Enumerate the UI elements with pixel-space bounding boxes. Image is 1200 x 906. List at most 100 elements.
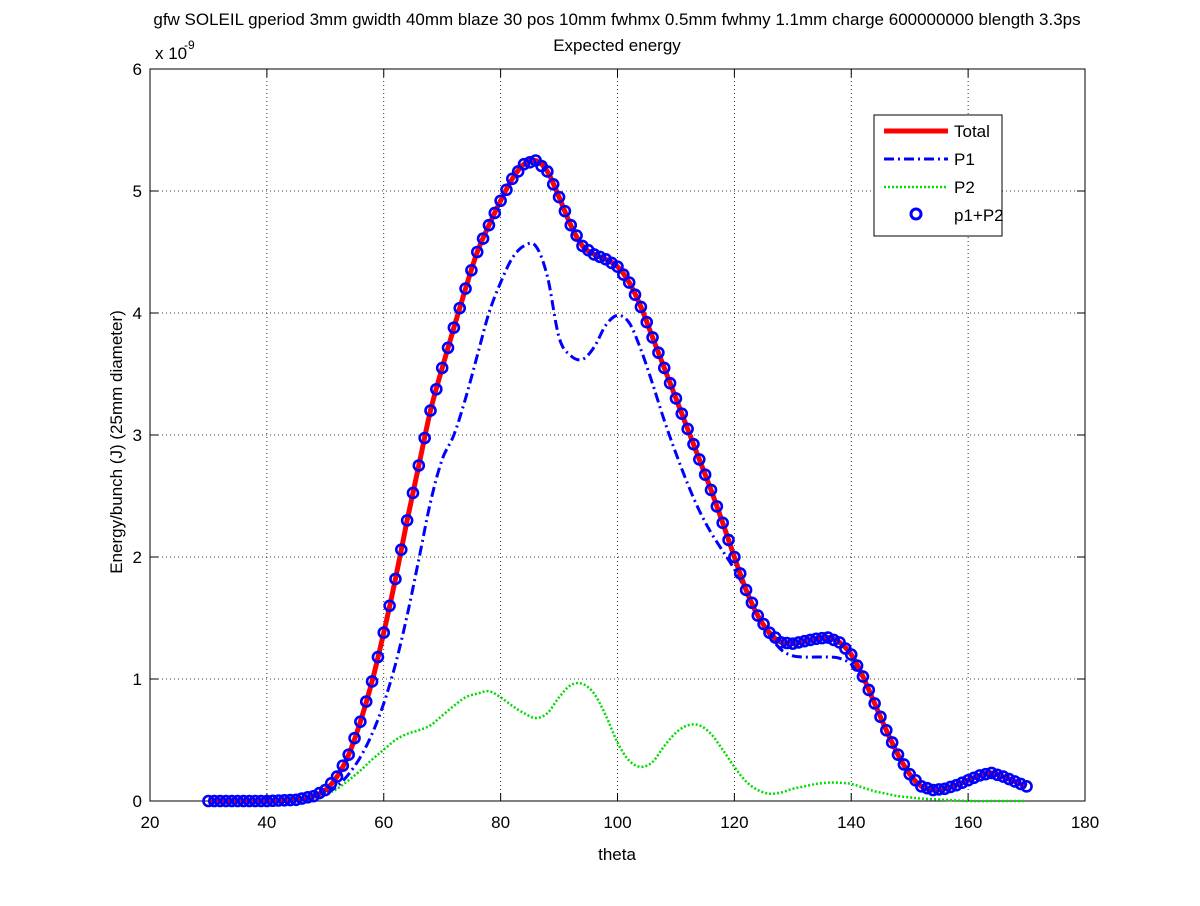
data-point	[722, 533, 735, 547]
data-point	[757, 617, 770, 631]
data-point	[289, 793, 303, 807]
data-point	[389, 572, 402, 586]
data-point	[470, 245, 484, 259]
data-point	[885, 736, 899, 749]
data-point	[207, 794, 221, 808]
chart-subtitle: Expected energy	[553, 36, 681, 55]
chart-title: gfw SOLEIL gperiod 3mm gwidth 40mm blaze…	[153, 10, 1080, 29]
y-tick-label: 3	[133, 426, 142, 445]
data-point	[681, 422, 694, 436]
data-point	[213, 794, 227, 808]
y-tick-label: 0	[133, 792, 142, 811]
data-point	[973, 769, 987, 782]
y-tick-label: 4	[133, 304, 142, 323]
x-tick-label: 180	[1071, 813, 1099, 832]
legend-label-p1: P1	[954, 150, 975, 169]
data-point	[745, 596, 759, 610]
data-point	[1014, 777, 1028, 791]
data-point	[880, 723, 893, 737]
series-group	[202, 154, 1033, 808]
data-point	[804, 633, 817, 647]
y-tick-label: 1	[133, 670, 142, 689]
data-point	[728, 550, 741, 564]
data-point	[652, 346, 665, 359]
data-point	[915, 780, 928, 793]
y-tick-label: 2	[133, 548, 142, 567]
data-point	[798, 634, 811, 648]
series-line-p2	[208, 681, 1027, 803]
data-point	[430, 382, 443, 396]
data-point	[482, 218, 496, 232]
legend-label-p2: P2	[954, 178, 975, 197]
data-point	[272, 794, 285, 807]
data-point	[231, 794, 244, 808]
legend-label-total: Total	[954, 122, 990, 141]
y-exponent-label: x 10	[155, 44, 187, 63]
data-point	[558, 204, 572, 218]
data-point	[897, 758, 911, 771]
data-point	[459, 282, 472, 295]
data-point	[348, 731, 361, 745]
data-point	[570, 229, 583, 242]
data-point	[243, 794, 256, 808]
data-point	[617, 268, 630, 281]
data-point	[856, 670, 870, 683]
data-point	[219, 794, 233, 808]
data-point	[827, 633, 841, 647]
data-point	[780, 636, 794, 650]
data-point	[254, 794, 268, 808]
x-tick-label: 80	[491, 813, 510, 832]
data-point	[377, 626, 391, 639]
data-point	[371, 650, 385, 664]
data-point	[342, 748, 355, 761]
x-tick-label: 140	[837, 813, 865, 832]
data-point	[1008, 775, 1022, 788]
data-point	[541, 165, 554, 178]
data-point	[926, 783, 940, 797]
x-tick-label: 120	[720, 813, 748, 832]
data-point	[955, 776, 969, 790]
x-axis-label: theta	[598, 845, 636, 864]
data-point	[991, 768, 1004, 782]
data-point	[693, 453, 706, 466]
data-point	[465, 263, 478, 277]
x-tick-label: 60	[374, 813, 393, 832]
data-point	[383, 599, 396, 613]
data-point	[932, 783, 946, 796]
data-point	[669, 392, 683, 405]
data-point	[640, 315, 654, 329]
data-point	[891, 748, 905, 761]
x-tick-label: 100	[603, 813, 631, 832]
data-point	[441, 341, 455, 355]
data-point	[698, 468, 712, 481]
data-point	[359, 695, 373, 708]
legend: Total P1 P2 p1+P2	[873, 114, 1004, 237]
data-point	[733, 567, 747, 580]
data-point	[424, 404, 437, 417]
axis-ticks: 20 40 60 80 100 120 140 160 180 0 1 2 3 4 5 6	[133, 60, 1100, 832]
y-exponent-power: -9	[184, 38, 195, 52]
data-point	[675, 407, 689, 420]
data-point	[628, 288, 642, 302]
data-point	[336, 759, 350, 772]
data-point	[985, 766, 998, 780]
data-point	[248, 794, 262, 808]
data-point	[447, 321, 461, 334]
data-point	[663, 376, 677, 390]
data-point	[400, 514, 414, 527]
data-point	[418, 431, 431, 445]
data-point	[552, 190, 566, 204]
data-point	[710, 500, 724, 513]
legend-box	[873, 114, 1003, 237]
data-point	[792, 636, 805, 649]
data-point	[657, 361, 671, 375]
data-point	[564, 218, 578, 232]
data-point	[412, 459, 426, 472]
series-line-total	[208, 157, 1028, 804]
data-point	[394, 543, 408, 556]
data-point	[593, 250, 607, 264]
data-point	[646, 331, 659, 344]
data-point	[225, 794, 239, 808]
